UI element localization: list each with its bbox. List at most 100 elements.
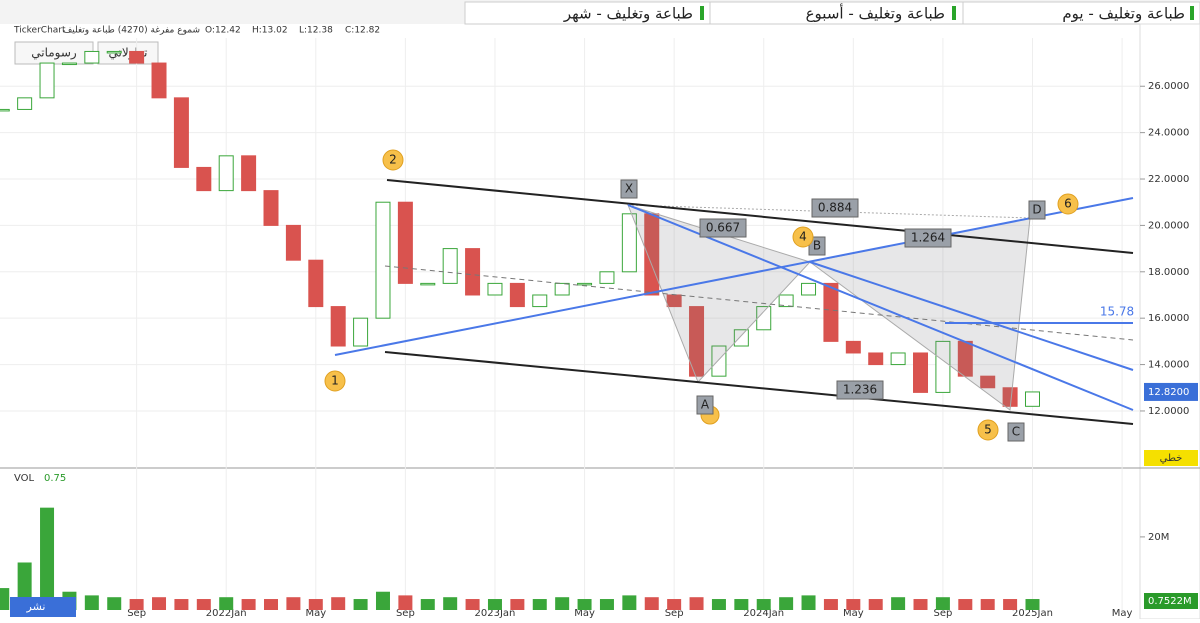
volume-bar — [980, 599, 995, 610]
last-price-label: 12.8200 — [1148, 387, 1189, 398]
volume-bar — [756, 599, 771, 610]
candle — [487, 282, 503, 296]
annotation-box — [696, 395, 714, 415]
candle — [554, 282, 570, 296]
candle — [285, 224, 301, 261]
volume-bar — [84, 595, 99, 610]
volume-bar — [174, 599, 189, 610]
y-tick-label: 16.0000 — [1148, 313, 1189, 324]
x-tick-label: Sep — [933, 608, 952, 619]
annotation-label: A — [701, 398, 710, 412]
candle — [17, 97, 33, 110]
annotation-label: X — [625, 182, 633, 196]
candle — [308, 259, 324, 308]
tab-label[interactable]: طباعة وتغليف - يوم — [1062, 5, 1185, 23]
volume-bar — [331, 597, 346, 610]
volume-bar — [868, 599, 883, 610]
volume-bar — [711, 599, 726, 610]
x-tick-label: 2024Jan — [743, 608, 784, 619]
volume-bar — [913, 599, 928, 610]
y-tick-label: 20M — [1148, 532, 1169, 543]
volume-bar — [532, 599, 547, 610]
candle — [890, 352, 906, 366]
volume-bar — [196, 599, 211, 610]
volume-bar — [823, 599, 838, 610]
annotation-label: C — [1012, 425, 1020, 439]
level-label: 15.78 — [1100, 305, 1134, 319]
volume-bar — [375, 591, 390, 610]
ohlc: C:12.82 — [345, 26, 380, 36]
volume-bar — [1025, 599, 1040, 610]
x-tick-label: May — [305, 608, 326, 619]
x-tick-label: Sep — [127, 608, 146, 619]
candle — [397, 201, 413, 284]
volume-last-box — [1144, 593, 1198, 609]
candle — [935, 340, 951, 393]
tab-marker — [700, 6, 704, 20]
tab-marker — [1190, 6, 1194, 20]
y-tick-label: 20.0000 — [1148, 220, 1189, 231]
y-tick-label: 18.0000 — [1148, 267, 1189, 278]
volume-bar — [241, 599, 256, 610]
annotation-box — [808, 236, 826, 256]
share-label[interactable]: نشر — [26, 600, 46, 613]
x-tick-label: Sep — [665, 608, 684, 619]
candle — [218, 155, 234, 192]
candle — [845, 340, 861, 354]
x-tick-label: Sep — [396, 608, 415, 619]
style-label[interactable]: خطي — [1160, 453, 1183, 464]
annotation-box — [836, 380, 884, 400]
tab-label[interactable]: طباعة وتغليف - شهر — [563, 5, 693, 23]
candle — [129, 50, 145, 64]
candle — [263, 190, 279, 226]
wave-marker — [792, 226, 814, 248]
candle — [689, 306, 705, 377]
instrument: شموع مفرغة (4270) طباعة وتغليف — [63, 26, 200, 36]
wave-marker — [1057, 193, 1079, 215]
tab[interactable] — [464, 1, 711, 25]
style-box — [1144, 450, 1198, 466]
candle — [913, 352, 929, 393]
volume-bar — [107, 597, 122, 610]
candle — [868, 352, 884, 366]
y-tick-label: 12.0000 — [1148, 406, 1189, 417]
annotation-box — [699, 218, 747, 238]
toolbar-label[interactable]: رسوماتي — [31, 46, 77, 61]
wave-label: 6 — [1064, 197, 1072, 211]
volume-value: 0.75 — [44, 473, 66, 484]
candle — [241, 155, 257, 192]
volume-bar — [308, 599, 323, 610]
x-tick-label: May — [843, 608, 864, 619]
volume-bar — [443, 597, 458, 610]
volume-bar — [935, 597, 950, 610]
volume-bar — [555, 597, 570, 610]
volume-bar — [622, 595, 637, 610]
plot: 12.0000 14.0000 16.0000 18.0000 20.0000 22.00… — [0, 38, 1198, 619]
share-button[interactable] — [10, 597, 76, 617]
annotation-label: 1.264 — [911, 231, 945, 245]
trend-line — [334, 197, 1134, 356]
wave-label: 2 — [389, 153, 397, 167]
y-tick-label: 24.0000 — [1148, 128, 1189, 139]
app-name: TickerChart — [13, 26, 66, 36]
annotation-label: 0.884 — [818, 201, 852, 215]
tab-label[interactable]: طباعة وتغليف - أسبوع — [806, 4, 945, 23]
volume-bar — [0, 588, 10, 610]
candle — [621, 213, 637, 273]
y-tick-label: 22.0000 — [1148, 174, 1189, 185]
volume-bar — [644, 597, 659, 610]
volume-bar — [487, 599, 502, 610]
candle — [420, 282, 436, 286]
candle — [801, 282, 817, 296]
candle — [756, 306, 772, 331]
volume-bar — [286, 597, 301, 610]
volume-bar — [599, 599, 614, 610]
y-tick-label: 14.0000 — [1148, 360, 1189, 371]
volume-bar — [667, 599, 682, 610]
candle — [151, 62, 167, 99]
candle — [61, 62, 77, 66]
volume-bar — [510, 599, 525, 610]
x-tick-label: 2023Jan — [475, 608, 516, 619]
annotation-box — [620, 179, 638, 199]
